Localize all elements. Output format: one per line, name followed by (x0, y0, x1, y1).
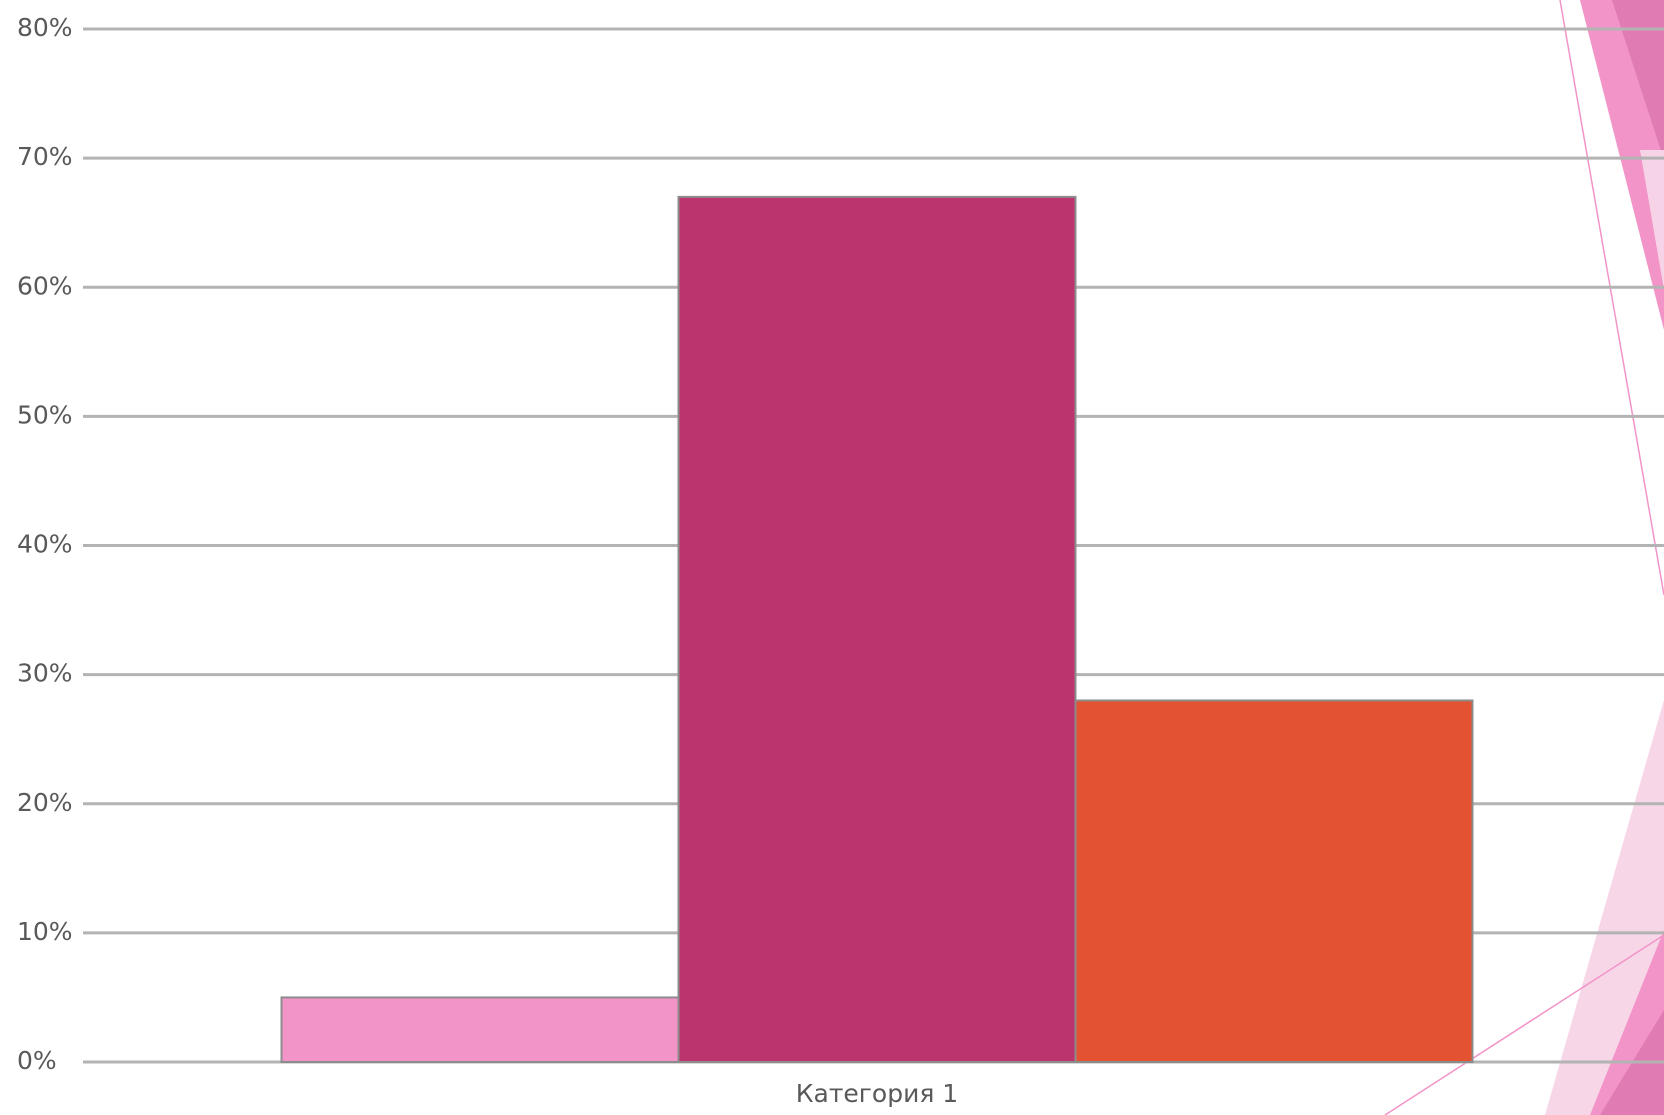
y-tick-label: 20% (17, 788, 73, 817)
bar (1074, 699, 1474, 1063)
y-tick-label: 40% (17, 530, 73, 559)
deco-triangle (1640, 150, 1664, 290)
y-tick-label: 30% (17, 659, 73, 688)
y-tick-label: 80% (17, 13, 73, 42)
y-tick-label: 50% (17, 400, 73, 429)
deco-line (1384, 934, 1664, 1115)
y-tick-label: 0% (17, 1046, 57, 1075)
bar (677, 195, 1077, 1064)
deco-triangle (1612, 0, 1664, 160)
y-tick-label: 70% (17, 142, 73, 171)
y-tick-label: 10% (17, 917, 73, 946)
bar (280, 996, 680, 1063)
deco-line (1559, 0, 1664, 596)
x-tick-label: Категория 1 (796, 1079, 958, 1108)
y-tick-label: 60% (17, 271, 73, 300)
